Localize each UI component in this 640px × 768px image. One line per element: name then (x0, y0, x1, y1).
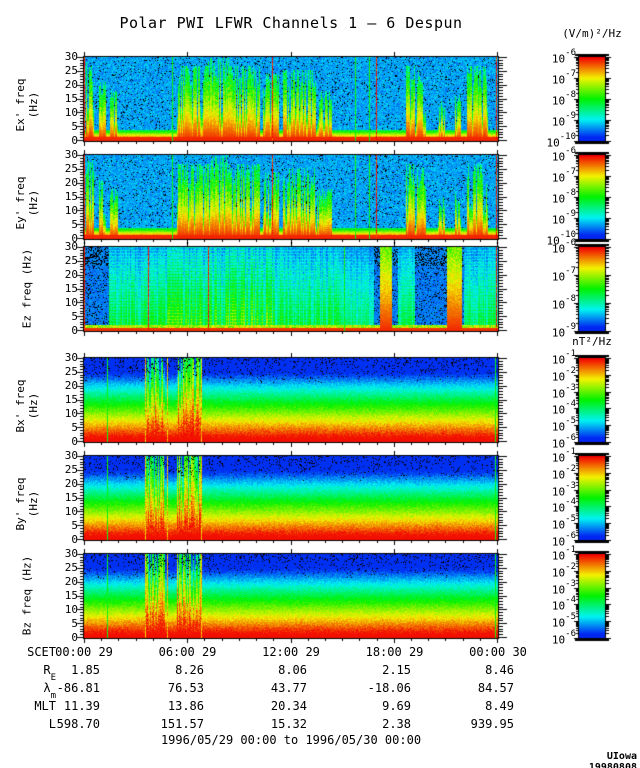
ephemeris-value: 84.57 (477, 681, 514, 695)
colorbar-tick-label: 10-10 (546, 132, 576, 150)
colorbar-ez (566, 241, 618, 337)
spectrogram-ey (72, 149, 512, 245)
ephemeris-value: 20.34 (270, 699, 307, 713)
credit-stamp: UIowa 19980808 (588, 751, 637, 768)
colorbar-tick-label: 10-6 (551, 146, 576, 164)
colorbar-tick-label: 10-1 (551, 545, 576, 563)
ephemeris-value: 8.46 (485, 663, 514, 677)
colorbar-tick-label: 10-4 (551, 595, 576, 614)
time-tick-label: 00:00 30 (469, 645, 527, 659)
ephemeris-row-re: RE 1.85 8.26 8.06 2.15 8.46 (0, 663, 640, 684)
colorbar-tick-label: 10-9 (551, 209, 576, 227)
colorbar-tick-label: 10-10 (546, 230, 576, 248)
ephemeris-row-l: L 598.70 151.57 15.32 2.38 939.95 (0, 718, 640, 731)
time-axis-prefix: SCET (27, 645, 56, 659)
colorbar-tick-label: 10-5 (551, 416, 576, 434)
colorbar-tick-label: 10-2 (551, 365, 576, 384)
colorbar-tick-label: 10-7 (551, 167, 576, 185)
time-tick-label: 12:00 29 (262, 645, 320, 659)
time-tick-label: 18:00 29 (365, 645, 424, 659)
ephemeris-row-mlt: MLT 11.39 13.86 20.34 9.69 8.49 (0, 700, 640, 713)
colorbar-tick-label: 10-2 (551, 463, 576, 482)
colorbar-units-electric: (V/m)²/Hz (562, 27, 622, 40)
ephemeris-value: 15.32 (270, 717, 307, 731)
colorbar-tick-label: 10-2 (551, 561, 576, 580)
spectrogram-bx (72, 352, 512, 448)
ephemeris-value: -86.81 (56, 681, 100, 695)
colorbar-tick-label: 10-5 (551, 514, 576, 532)
colorbar-tick-label: 10-1 (551, 349, 576, 367)
ephemeris-value: 151.57 (160, 717, 204, 731)
colorbar-tick-label: 10-6 (551, 433, 576, 451)
colorbar-tick-label: 10-8 (551, 90, 576, 108)
ephemeris-value: 1.85 (71, 663, 100, 677)
ephemeris-value: 13.86 (167, 699, 204, 713)
colorbar-units-magnetic: nT²/Hz (572, 335, 612, 348)
spectrogram-ex (72, 51, 512, 147)
y-axis-label: By' freq (Hz) (14, 477, 40, 531)
colorbar-tick-label: 10-6 (551, 531, 576, 549)
colorbar-tick-label: 10-7 (551, 69, 576, 87)
y-axis-label: Ez freq (Hz) (20, 248, 34, 329)
ephemeris-value: 43.77 (270, 681, 307, 695)
colorbar-tick-label: 10-3 (551, 480, 576, 499)
ephemeris-value: 8.26 (175, 663, 204, 677)
y-axis-label: Ey' freq (Hz) (14, 176, 40, 230)
ephemeris-value: 598.70 (56, 717, 100, 731)
ephemeris-value: 2.38 (382, 717, 411, 731)
y-axis-label: Ex' freq (Hz) (14, 78, 40, 132)
ephemeris-value: 9.69 (382, 699, 411, 713)
colorbar-bz (566, 548, 618, 644)
y-axis-label: Bz freq (Hz) (20, 555, 34, 636)
row-label: MLT (34, 699, 56, 713)
colorbar-tick-label: 10-6 (551, 629, 576, 647)
ephemeris-value: 939.95 (470, 717, 514, 731)
colorbar-tick-label: 10-4 (551, 497, 576, 516)
colorbar-tick-label: 10-8 (551, 294, 576, 312)
colorbar-by (566, 450, 618, 546)
time-tick-label: 00:00 29 (55, 645, 113, 659)
y-axis-label: Bx' freq (Hz) (14, 379, 40, 433)
colorbar-tick-label: 10-6 (551, 238, 576, 256)
time-axis-row: SCET 00:00 29 06:00 29 12:00 29 18:00 29 00:… (0, 646, 640, 659)
colorbar-tick-label: 10-6 (551, 48, 576, 66)
colorbar-ey (566, 149, 618, 245)
colorbar-tick-label: 10-3 (551, 382, 576, 401)
spectrogram-ez (72, 241, 512, 337)
colorbar-tick-label: 10-7 (551, 266, 576, 284)
colorbar-tick-label: 10-1 (551, 447, 576, 465)
ephemeris-value: 8.49 (485, 699, 514, 713)
page-title: Polar PWI LFWR Channels 1 — 6 Despun (119, 14, 463, 32)
colorbar-bx (566, 352, 618, 448)
ephemeris-row-lambda-m: λm -86.81 76.53 43.77 -18.06 84.57 (0, 681, 640, 702)
spectrogram-bz (72, 548, 512, 644)
colorbar-tick-label: 10-8 (551, 188, 576, 206)
row-label: RE (43, 663, 56, 684)
spectrogram-by (72, 450, 512, 546)
colorbar-tick-label: 10-5 (551, 612, 576, 630)
colorbar-tick-label: 10-9 (551, 322, 576, 340)
ephemeris-value: 8.06 (278, 663, 307, 677)
colorbar-tick-label: 10-3 (551, 578, 576, 597)
row-label: L (48, 717, 56, 731)
time-tick-label: 06:00 29 (158, 645, 217, 659)
ephemeris-value: 11.39 (63, 699, 100, 713)
ephemeris-value: 76.53 (167, 681, 204, 695)
row-label: λm (43, 681, 56, 702)
ephemeris-value: 2.15 (382, 663, 411, 677)
date-range-label: 1996/05/29 00:00 to 1996/05/30 00:00 (160, 733, 422, 747)
ephemeris-value: -18.06 (367, 681, 411, 695)
colorbar-tick-label: 10-4 (551, 399, 576, 418)
colorbar-ex (566, 51, 618, 147)
colorbar-tick-label: 10-9 (551, 111, 576, 129)
